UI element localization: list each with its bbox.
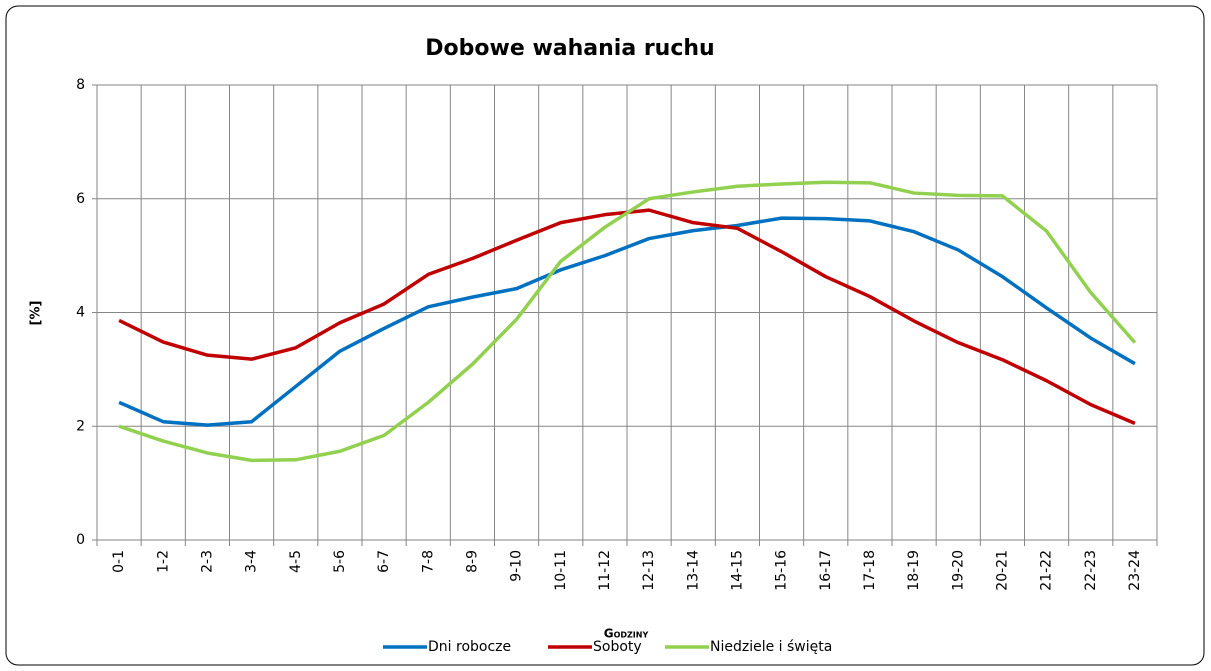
- chart-border: [5, 5, 1205, 666]
- y-tick-label: 8: [76, 77, 85, 93]
- legend-label: Soboty: [593, 639, 642, 655]
- chart-title: Dobowe wahania ruchu: [425, 36, 714, 61]
- x-tick-label: 15-16: [774, 550, 790, 591]
- x-tick-label: 8-9: [464, 550, 480, 573]
- y-axis-label: [%]: [29, 301, 44, 326]
- data-line: [118, 180, 1137, 463]
- x-tick-label: 7-8: [420, 550, 436, 573]
- y-tick-label: 4: [76, 305, 85, 321]
- x-tick-label: 20-21: [994, 550, 1010, 591]
- x-tick-label: 18-19: [906, 550, 922, 591]
- data-line: [118, 216, 1136, 427]
- x-tick-label: 22-23: [1083, 550, 1099, 591]
- legend-label: Dni robocze: [428, 639, 511, 655]
- x-axis-label: Godziny: [604, 627, 649, 641]
- x-tick-label: 2-3: [199, 550, 215, 573]
- x-tick-label: 16-17: [818, 550, 834, 591]
- y-tick-label: 0: [76, 532, 85, 548]
- x-tick-label: 0-1: [111, 550, 127, 573]
- x-tick-label: 17-18: [862, 550, 878, 591]
- x-tick-label: 4-5: [288, 550, 304, 573]
- x-tick-label: 12-13: [641, 550, 657, 591]
- x-tick-label: 5-6: [332, 550, 348, 573]
- x-tick-label: 13-14: [685, 550, 701, 591]
- legend-label: Niedziele i święta: [710, 639, 832, 655]
- x-tick-label: 3-4: [244, 550, 260, 573]
- x-tick-label: 9-10: [509, 550, 525, 582]
- x-tick-label: 19-20: [950, 550, 966, 591]
- x-tick-label: 6-7: [376, 550, 392, 573]
- y-tick-label: 2: [76, 418, 85, 434]
- y-tick-label: 6: [76, 191, 85, 207]
- x-tick-label: 21-22: [1039, 550, 1055, 591]
- x-tick-label: 10-11: [553, 550, 569, 591]
- x-tick-label: 23-24: [1127, 550, 1143, 591]
- x-tick-label: 14-15: [729, 550, 745, 591]
- x-tick-label: 1-2: [155, 550, 171, 573]
- x-tick-label: 11-12: [597, 550, 613, 591]
